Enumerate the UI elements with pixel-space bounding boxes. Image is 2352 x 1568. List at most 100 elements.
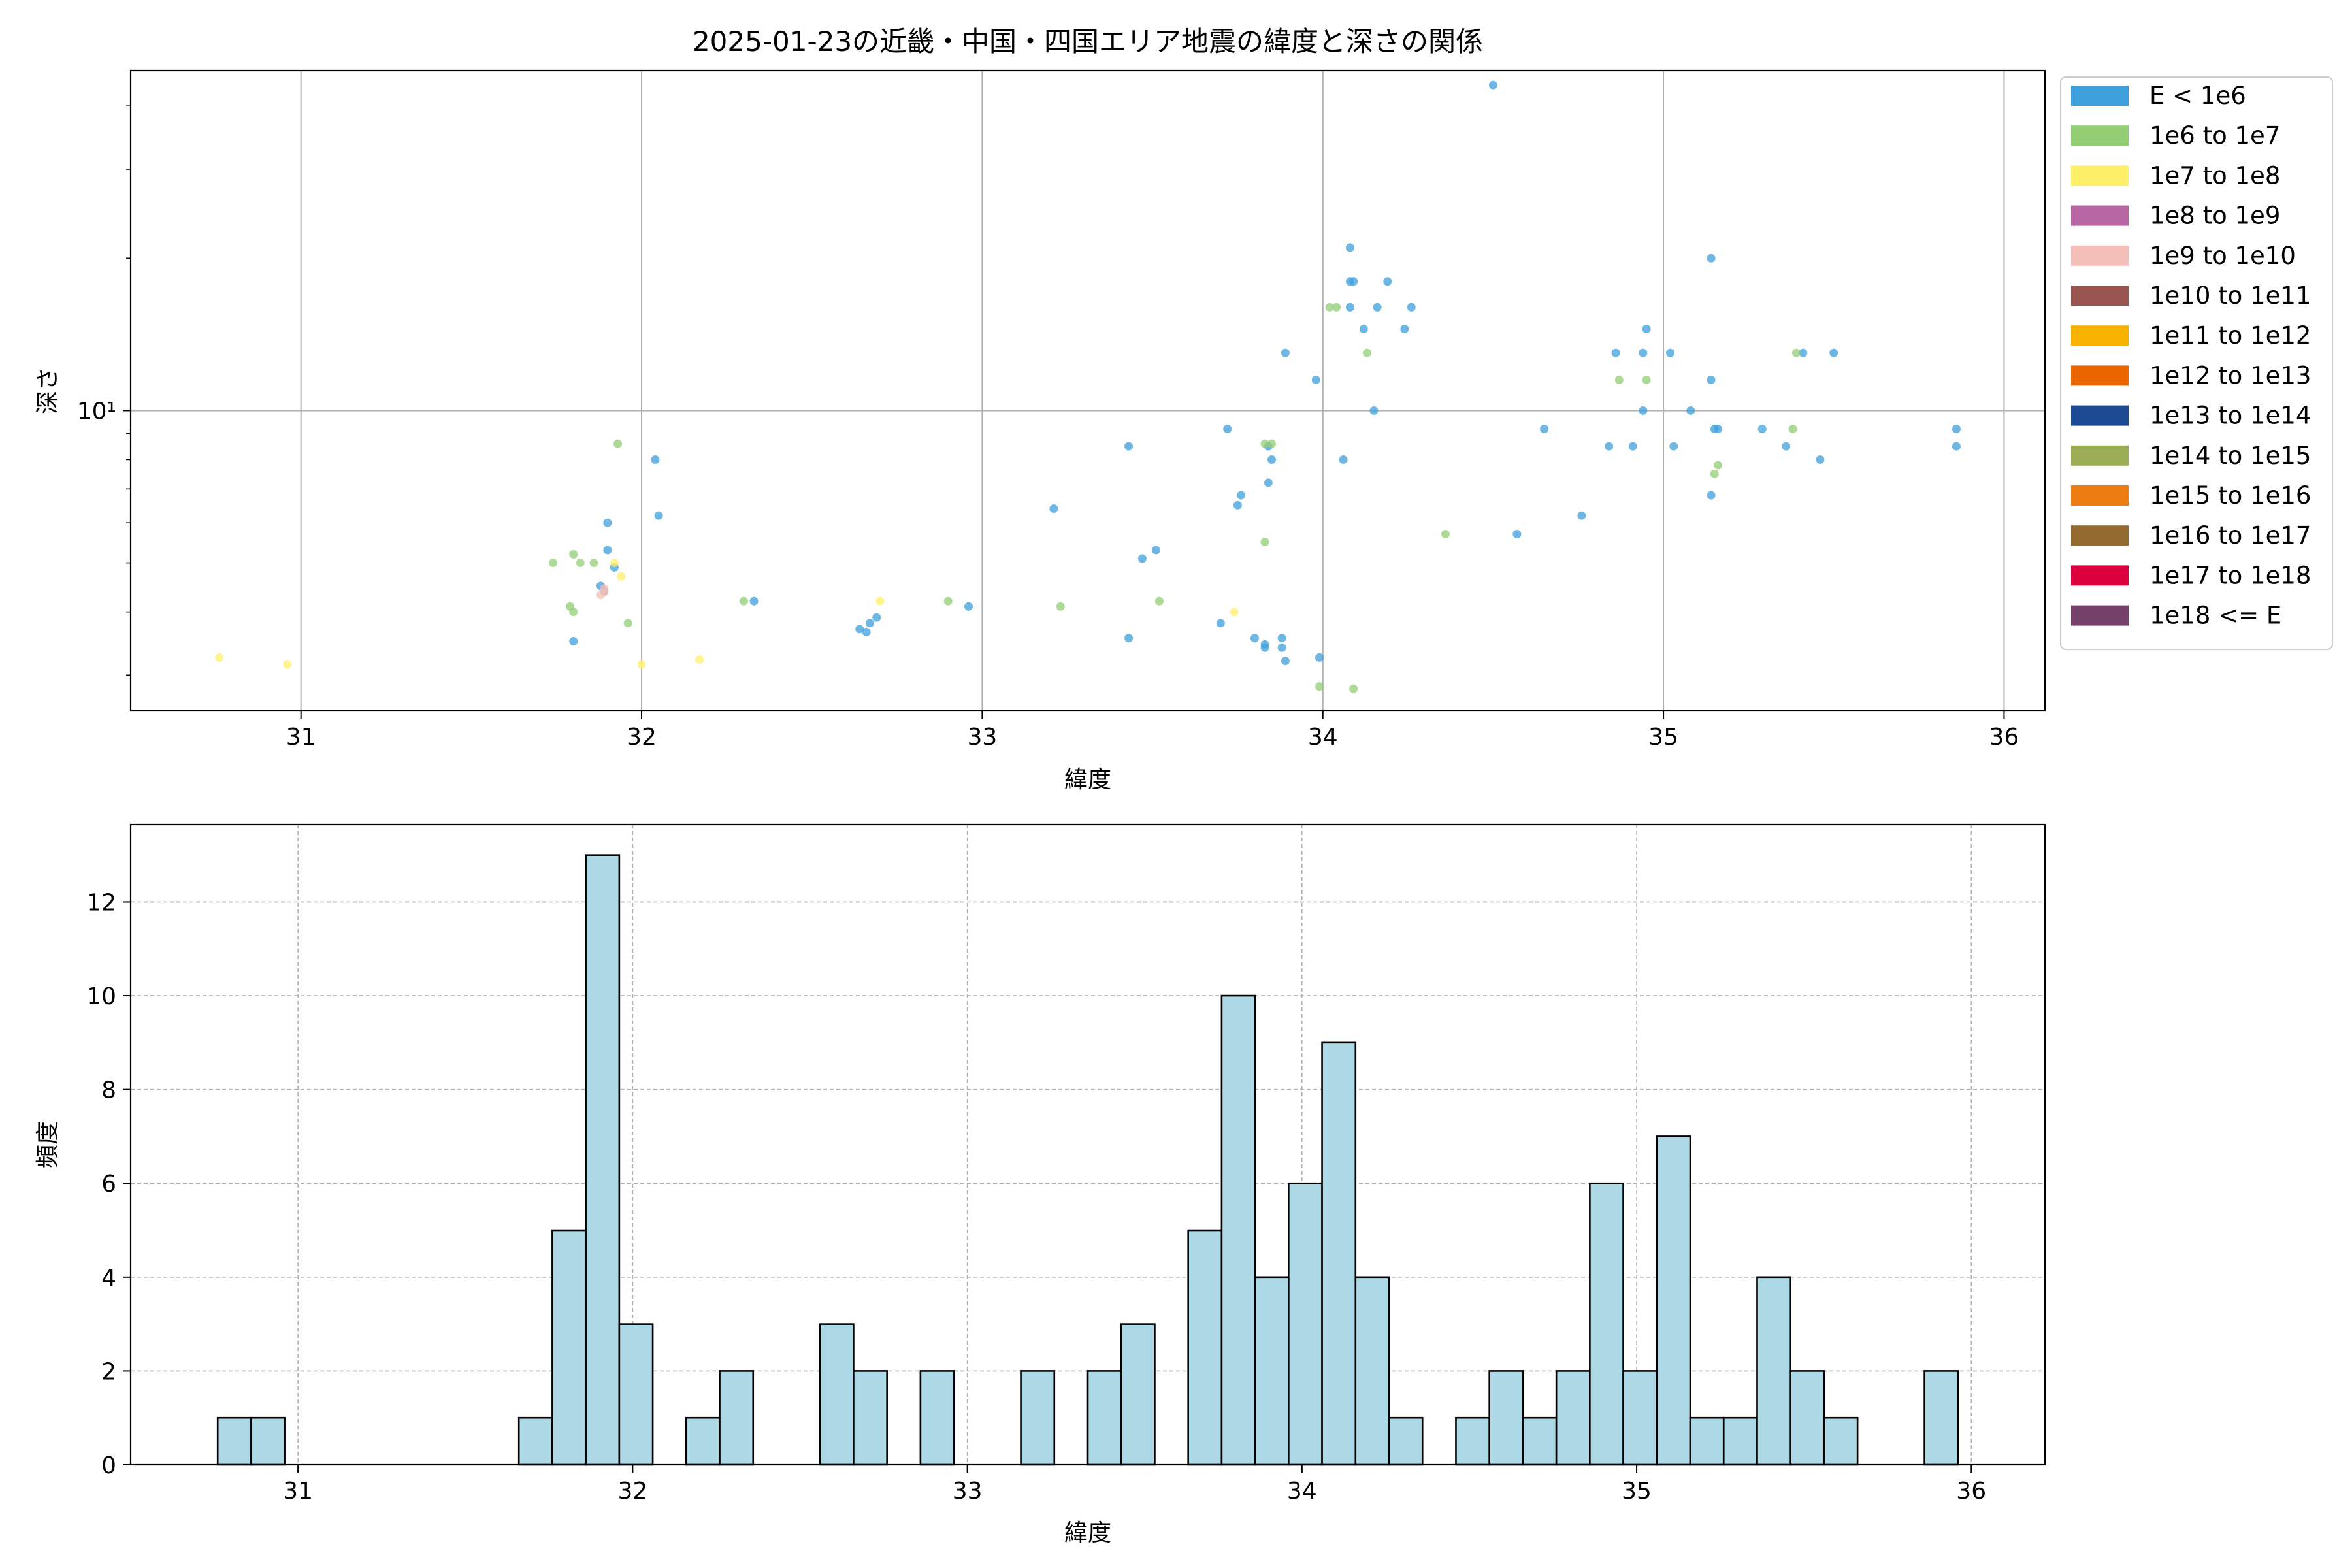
scatter-point bbox=[1782, 442, 1791, 451]
legend-swatch bbox=[2071, 365, 2129, 386]
scatter-point bbox=[1349, 277, 1358, 286]
scatter-point bbox=[1666, 348, 1675, 357]
scatter-point bbox=[569, 637, 578, 646]
scatter-point bbox=[1230, 608, 1239, 617]
scatter-point bbox=[1952, 442, 1961, 451]
scatter-point bbox=[739, 596, 748, 606]
scatter-point bbox=[1339, 455, 1348, 464]
scatter-point bbox=[1639, 406, 1648, 415]
histogram-bar bbox=[1555, 1370, 1591, 1466]
scatter-point bbox=[1049, 504, 1058, 514]
scatter-point bbox=[569, 549, 578, 559]
histogram-bar bbox=[1656, 1135, 1691, 1466]
histogram-bar bbox=[250, 1416, 286, 1466]
scatter-point bbox=[1707, 491, 1716, 500]
histogram-bars bbox=[216, 854, 1959, 1466]
scatter-point bbox=[1315, 653, 1324, 662]
histogram-x-tick-label: 32 bbox=[617, 1478, 647, 1505]
scatter-point bbox=[1260, 538, 1269, 547]
scatter-point bbox=[589, 559, 598, 568]
histogram-ticks: 31 32 33 34 35 36 0 2 4 6 8 10 12 bbox=[86, 889, 1986, 1505]
legend-label: E < 1e6 bbox=[2149, 82, 2246, 110]
legend-swatch bbox=[2071, 86, 2129, 106]
histogram-bar bbox=[618, 1323, 654, 1466]
scatter-grid bbox=[131, 71, 2045, 711]
scatter-point bbox=[1281, 348, 1290, 357]
scatter-point bbox=[1332, 302, 1341, 312]
legend-swatch bbox=[2071, 565, 2129, 586]
scatter-point bbox=[1345, 243, 1354, 252]
legend-label: 1e6 to 1e7 bbox=[2149, 122, 2280, 150]
histogram-bar bbox=[685, 1416, 721, 1466]
histogram-x-axis-label: 緯度 bbox=[1064, 1520, 1111, 1546]
scatter-point bbox=[943, 596, 953, 606]
scatter-point bbox=[695, 655, 704, 664]
scatter-point bbox=[872, 613, 881, 622]
histogram-bar bbox=[1823, 1416, 1859, 1466]
scatter-point bbox=[1325, 302, 1334, 312]
scatter-point bbox=[1345, 302, 1354, 312]
legend-label: 1e7 to 1e8 bbox=[2149, 161, 2280, 189]
legend-label: 1e16 to 1e17 bbox=[2149, 521, 2311, 549]
scatter-legend: E < 1e6 1e6 to 1e7 1e7 to 1e8 1e8 to 1e9 1e9… bbox=[2060, 76, 2333, 650]
legend-label: 1e8 to 1e9 bbox=[2149, 202, 2280, 230]
scatter-ticks: 31 32 33 34 35 36 10¹ bbox=[77, 105, 2019, 751]
scatter-point bbox=[1788, 424, 1797, 433]
histogram-x-tick-label: 33 bbox=[953, 1478, 983, 1505]
legend-swatch bbox=[2071, 325, 2129, 346]
histogram-bar bbox=[1689, 1416, 1725, 1466]
histogram-bar bbox=[551, 1229, 587, 1466]
scatter-x-tick-label: 36 bbox=[1989, 724, 2019, 751]
scatter-point bbox=[1952, 424, 1961, 433]
legend-swatch bbox=[2071, 405, 2129, 426]
scatter-point bbox=[1359, 324, 1368, 333]
histogram-y-tick-label: 8 bbox=[101, 1077, 116, 1104]
histogram-bar bbox=[1288, 1182, 1323, 1466]
histogram-bar bbox=[853, 1370, 888, 1466]
legend-swatch bbox=[2071, 286, 2129, 306]
legend-swatch bbox=[2071, 125, 2129, 146]
histogram-plot-frame bbox=[129, 823, 2046, 1466]
scatter-point bbox=[1216, 619, 1225, 628]
legend-label: 1e17 to 1e18 bbox=[2149, 561, 2311, 589]
scatter-point bbox=[1277, 634, 1286, 643]
histogram-bar bbox=[1187, 1229, 1223, 1466]
legend-entries: E < 1e6 1e6 to 1e7 1e7 to 1e8 1e8 to 1e9 1e9… bbox=[2071, 82, 2311, 630]
histogram-bar bbox=[1086, 1370, 1122, 1466]
scatter-point bbox=[1605, 442, 1614, 451]
histogram-bar bbox=[216, 1416, 252, 1466]
scatter-point bbox=[1669, 442, 1678, 451]
legend-label: 1e14 to 1e15 bbox=[2149, 442, 2311, 470]
histogram-bar bbox=[719, 1370, 755, 1466]
scatter-x-tick-label: 33 bbox=[967, 724, 997, 751]
scatter-points bbox=[215, 80, 1961, 693]
scatter-point bbox=[1250, 634, 1259, 643]
scatter-point bbox=[1151, 546, 1160, 555]
scatter-point bbox=[603, 546, 612, 555]
scatter-point bbox=[1363, 348, 1372, 357]
legend-label: 1e18 <= E bbox=[2149, 602, 2281, 630]
legend-swatch bbox=[2071, 485, 2129, 506]
histogram-bar bbox=[517, 1416, 553, 1466]
scatter-point bbox=[1267, 455, 1277, 464]
histogram-y-tick-label: 10 bbox=[86, 983, 116, 1010]
scatter-point bbox=[1686, 406, 1695, 415]
scatter-point bbox=[1407, 302, 1416, 312]
histogram-x-tick-label: 35 bbox=[1622, 1478, 1652, 1505]
scatter-point bbox=[1315, 682, 1324, 691]
legend-label: 1e10 to 1e11 bbox=[2149, 282, 2311, 310]
scatter-point bbox=[1614, 375, 1624, 384]
scatter-point bbox=[1707, 253, 1716, 263]
histogram-x-tick-label: 31 bbox=[283, 1478, 313, 1505]
histogram-bar bbox=[819, 1323, 855, 1466]
scatter-point bbox=[1137, 554, 1147, 563]
scatter-point bbox=[1577, 511, 1586, 520]
scatter-title: 2025-01-23の近畿・中国・四国エリア地震の緯度と深さの関係 bbox=[693, 25, 1483, 57]
scatter-point bbox=[865, 619, 874, 628]
scatter-point bbox=[610, 559, 619, 568]
histogram-bar bbox=[1455, 1416, 1490, 1466]
histogram-bar bbox=[1722, 1416, 1758, 1466]
scatter-point bbox=[1816, 455, 1825, 464]
scatter-point bbox=[1400, 324, 1409, 333]
